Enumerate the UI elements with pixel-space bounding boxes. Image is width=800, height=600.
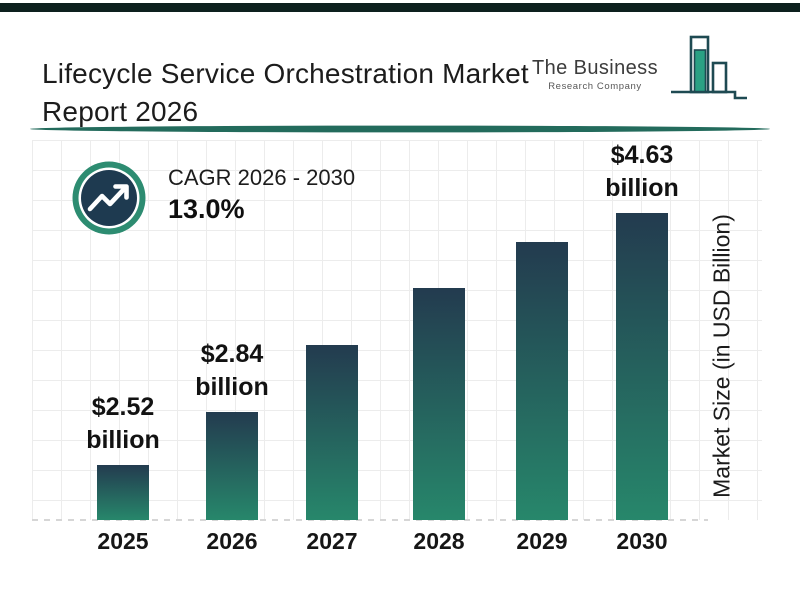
title-divider [30, 125, 770, 133]
x-tick-2028: 2028 [413, 528, 465, 554]
value-label-2030: $4.63 billion [572, 139, 712, 205]
page-title-line1: Lifecycle Service Orchestration Market [42, 57, 529, 89]
cagr-label: CAGR 2026 - 2030 [168, 165, 356, 190]
value-amount: $2.52 [91, 393, 155, 421]
value-amount: $4.63 [610, 141, 674, 169]
top-accent-bar [0, 3, 800, 12]
y-axis-label: Market Size (in USD Billion) [708, 214, 735, 498]
bar-2028 [413, 288, 465, 520]
x-tick-2027: 2027 [306, 528, 358, 554]
value-unit: billion [86, 426, 160, 454]
bar-2029 [516, 242, 568, 520]
company-logo: The Business Research Company [532, 34, 750, 102]
company-subname: Research Company [548, 81, 642, 92]
chart-plot: $2.52 billion 2025 $2.84 billion 2026 2027 2028… [32, 139, 762, 554]
x-tick-2025: 2025 [97, 528, 149, 554]
value-unit: billion [195, 373, 269, 401]
x-tick-2026: 2026 [206, 528, 258, 554]
bar-chart-logo-icon [671, 35, 747, 100]
cagr-callout: CAGR 2026 - 2030 13.0% [168, 164, 355, 226]
x-tick-2029: 2029 [516, 528, 568, 554]
bar-2030 [616, 213, 668, 520]
cagr-value: 13.0% [168, 194, 245, 224]
growth-arrow-icon [72, 161, 146, 235]
value-label-2026: $2.84 billion [162, 338, 302, 404]
value-unit: billion [605, 174, 679, 202]
company-name: The Business [532, 57, 658, 79]
page-title: Lifecycle Service Orchestration Market R… [42, 55, 562, 131]
value-amount: $2.84 [200, 340, 264, 368]
bar-2026 [206, 412, 258, 520]
bar-2027 [306, 345, 358, 520]
value-label-2025: $2.52 billion [53, 391, 193, 457]
x-tick-2030: 2030 [616, 528, 668, 554]
x-axis-baseline [32, 519, 708, 521]
company-logo-text: The Business Research Company [532, 57, 658, 92]
bar-2025 [97, 465, 149, 520]
page-title-line2: Report 2026 [42, 95, 199, 127]
